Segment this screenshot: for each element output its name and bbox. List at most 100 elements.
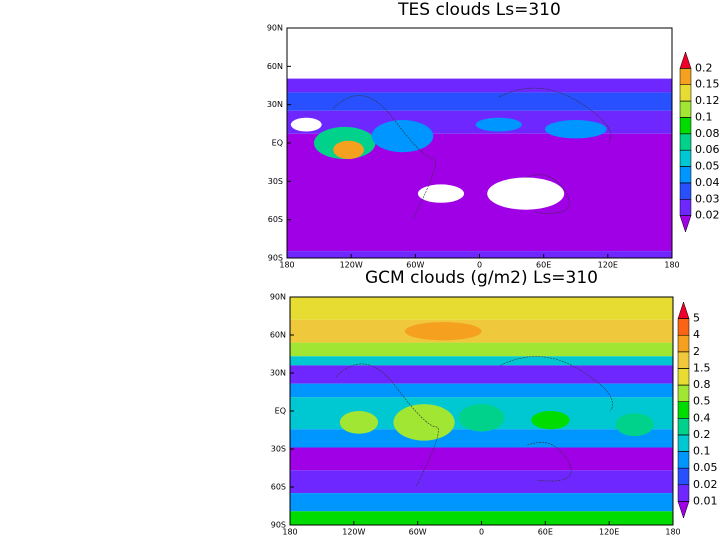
colorbar-end	[677, 301, 690, 319]
colorbar-label: 0.2	[695, 61, 713, 74]
x-tick-label: 120E	[598, 261, 618, 270]
field-band	[290, 493, 673, 512]
colorbar-box	[679, 149, 692, 167]
coastline	[335, 356, 613, 487]
x-tick-label: 60W	[406, 261, 424, 270]
colorbar-label: 0.12	[695, 94, 720, 107]
x-tick-label: 60E	[538, 528, 553, 537]
y-tick-label: 30N	[270, 369, 286, 378]
field-band	[290, 429, 673, 448]
y-tick-label: 90S	[271, 521, 286, 530]
y-tick-label: EQ	[272, 139, 283, 148]
colorbar-label: 0.1	[693, 445, 711, 458]
colorbar-label: 0.06	[695, 143, 720, 156]
x-tick-label: 120W	[340, 261, 363, 270]
colorbar-end	[679, 215, 692, 233]
x-tick-label: 0	[479, 528, 484, 537]
field-patch	[475, 117, 522, 132]
colorbar-box	[677, 318, 690, 336]
colorbar-box	[679, 68, 692, 85]
field-band	[287, 92, 672, 111]
colorbar-box	[679, 100, 692, 118]
colorbar-box	[677, 451, 690, 469]
field-band	[290, 297, 673, 320]
y-tick-label: 60S	[271, 483, 286, 492]
field-band	[290, 356, 673, 366]
field-patch	[371, 120, 434, 153]
colorbar-label: 0.08	[695, 127, 720, 140]
colorbar-box	[677, 384, 690, 402]
colorbar-end	[677, 501, 690, 519]
y-tick-label: 90S	[268, 254, 283, 263]
field-band	[290, 383, 673, 398]
field-band	[290, 470, 673, 494]
coastline	[332, 87, 611, 219]
colorbar-label: 0.1	[695, 110, 713, 123]
colorbar-label: 0.02	[693, 478, 718, 491]
colorbar-label: 0.8	[693, 378, 711, 391]
panel-title: TES clouds Ls=310	[397, 0, 561, 20]
colorbar-box	[679, 182, 692, 200]
field-band	[290, 365, 673, 384]
field-band	[287, 78, 672, 93]
colorbar-box	[677, 351, 690, 369]
colorbar-box	[677, 418, 690, 436]
colorbar-box	[677, 334, 690, 353]
colorbar-box	[677, 368, 690, 386]
colorbar-box	[679, 199, 692, 216]
x-tick-label: 180	[665, 528, 680, 537]
field-patch	[333, 140, 364, 160]
field-band	[287, 41, 672, 79]
field-patch	[290, 117, 322, 132]
field-band	[290, 447, 673, 471]
x-tick-label: 180	[282, 528, 297, 537]
y-tick-label: 30N	[267, 100, 283, 109]
colorbar-label: 0.4	[693, 411, 711, 424]
colorbar-label: 0.2	[693, 428, 711, 441]
colorbar-end	[679, 51, 692, 69]
field-patch	[393, 404, 455, 441]
field-patch	[404, 322, 482, 341]
x-tick-label: 60E	[536, 261, 551, 270]
colorbar-box	[679, 117, 692, 135]
field-band	[287, 28, 672, 42]
colorbar-box	[679, 166, 692, 184]
y-tick-label: 90N	[267, 24, 283, 33]
field-patch	[531, 411, 570, 430]
field-band	[290, 342, 673, 357]
x-tick-label: 180	[664, 261, 679, 270]
colorbar-box	[679, 84, 692, 102]
colorbar-label: 0.5	[693, 395, 711, 408]
y-tick-label: EQ	[275, 407, 286, 416]
field-band	[287, 166, 672, 252]
colorbar-label: 0.15	[695, 78, 720, 91]
colorbar-label: 0.03	[695, 192, 720, 205]
colorbar-label: 0.02	[695, 209, 720, 222]
y-tick-label: 60S	[268, 215, 283, 224]
colorbar-box	[679, 133, 692, 151]
field-patch	[487, 177, 565, 210]
x-tick-label: 180	[279, 261, 294, 270]
field-patch	[458, 404, 505, 432]
colorbar-box	[677, 401, 690, 419]
colorbar-box	[677, 484, 690, 502]
y-tick-label: 60N	[270, 331, 286, 340]
colorbar-label: 0.04	[695, 176, 720, 189]
colorbar-label: 2	[693, 345, 700, 358]
x-tick-label: 0	[477, 261, 482, 270]
y-tick-label: 30S	[271, 445, 286, 454]
y-tick-label: 60N	[267, 62, 283, 71]
y-tick-label: 30S	[268, 177, 283, 186]
field-patch	[339, 411, 379, 434]
colorbar-label: 0.05	[693, 461, 718, 474]
colorbar-box	[677, 467, 690, 486]
colorbar-label: 5	[693, 312, 700, 325]
x-tick-label: 60W	[409, 528, 427, 537]
field-patch	[417, 184, 465, 203]
colorbar-label: 1.5	[693, 361, 711, 374]
field-patch	[544, 120, 607, 139]
colorbar-label: 0.05	[695, 160, 720, 173]
panel-title: GCM clouds (g/m2) Ls=310	[365, 268, 598, 288]
y-tick-label: 90N	[270, 293, 286, 302]
